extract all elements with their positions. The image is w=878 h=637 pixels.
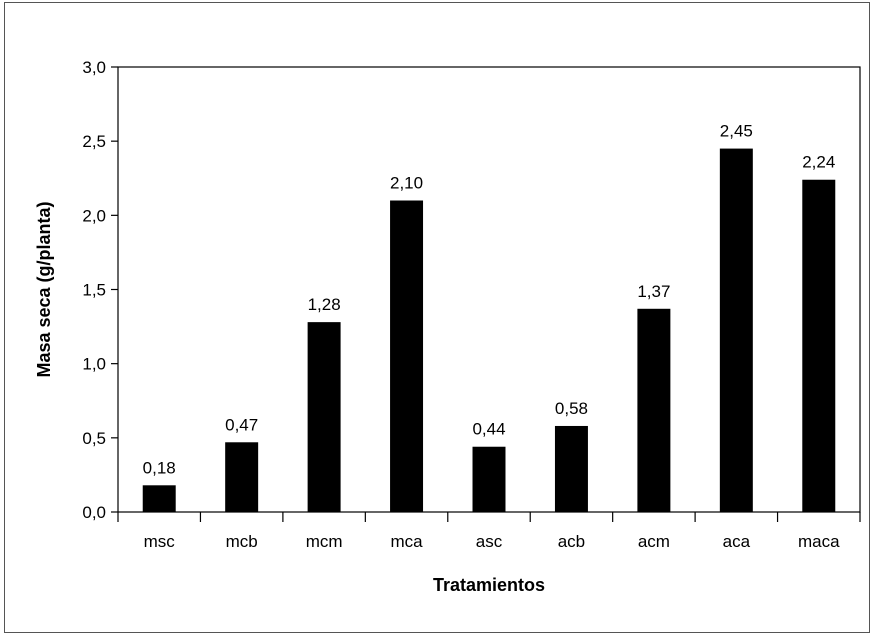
chart-frame	[4, 2, 870, 633]
x-axis: msc mcb mcm mca asc acb acm aca maca	[117, 512, 861, 551]
data-label-mcb: 0,47	[225, 415, 258, 434]
bar-maca	[802, 179, 836, 512]
x-tick-label-asc: asc	[476, 532, 503, 551]
bars	[142, 148, 836, 513]
bar-asc	[472, 446, 506, 512]
data-labels: 0,18 0,47 1,28 2,10 0,44 0,58 1,37 2,45 2,24	[143, 122, 836, 478]
y-tick-label: 3,0	[82, 58, 106, 77]
bar-aca	[719, 148, 753, 513]
x-tick-label-mca: mca	[390, 532, 423, 551]
plot-area: 0,0 0,5 1,0 1,5 2,0 2,5 3,0 msc mcb mcm mca asc acb…	[82, 58, 861, 551]
x-tick-label-msc: msc	[144, 532, 176, 551]
x-tick-label-aca: aca	[723, 532, 751, 551]
y-axis-title: Masa seca (g/planta)	[34, 201, 54, 377]
y-tick-label: 2,0	[82, 206, 106, 225]
bar-msc	[142, 485, 176, 512]
y-tick-label: 0,0	[82, 503, 106, 522]
data-label-acm: 1,37	[637, 282, 670, 301]
data-label-mca: 2,10	[390, 174, 423, 193]
x-tick-label-mcb: mcb	[226, 532, 258, 551]
data-label-asc: 0,44	[472, 420, 505, 439]
data-label-msc: 0,18	[143, 458, 176, 477]
y-tick-label: 1,0	[82, 355, 106, 374]
data-label-aca: 2,45	[720, 122, 753, 141]
y-tick-label: 1,5	[82, 281, 106, 300]
bar-mca	[390, 200, 424, 512]
x-axis-title: Tratamientos	[433, 575, 545, 595]
bar-acb	[554, 425, 588, 512]
x-tick-label-maca: maca	[798, 532, 840, 551]
x-tick-label-mcm: mcm	[306, 532, 343, 551]
y-tick-label: 2,5	[82, 132, 106, 151]
y-axis: 0,0 0,5 1,0 1,5 2,0 2,5 3,0	[82, 58, 118, 522]
data-label-maca: 2,24	[802, 153, 835, 172]
x-tick-label-acb: acb	[558, 532, 585, 551]
x-tick-label-acm: acm	[638, 532, 670, 551]
data-label-mcm: 1,28	[308, 295, 341, 314]
bar-mcm	[307, 322, 341, 512]
data-label-acb: 0,58	[555, 399, 588, 418]
y-tick-label: 0,5	[82, 429, 106, 448]
bar-mcb	[225, 442, 259, 512]
bar-acm	[637, 308, 671, 512]
